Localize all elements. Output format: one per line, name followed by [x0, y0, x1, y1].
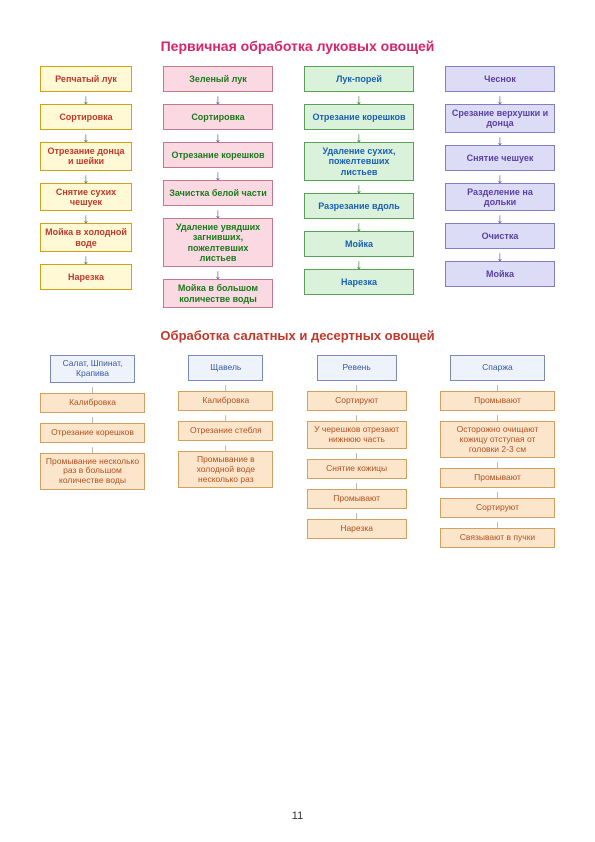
flow-header: Салат, Шпинат, Крапива [50, 355, 135, 383]
arrow-down-icon: ↓ [83, 130, 90, 142]
flow-node: Отрезание корешков [163, 142, 273, 168]
flow-node: Сортируют [307, 391, 407, 411]
flow-node: Лук-порей [304, 66, 414, 92]
arrow-down-icon: ↓ [83, 252, 90, 264]
flow-header: Ревень [317, 355, 397, 381]
flow-column: Чеснок↓Срезание верхушки и донца↓Снятие … [445, 66, 555, 287]
flow-node: Зачистка белой части [163, 180, 273, 206]
flow-node: Репчатый лук [40, 66, 132, 92]
flow-column: Салат, Шпинат, Крапива↓Калибровка↓Отреза… [40, 355, 145, 490]
arrow-down-icon: ↓ [222, 441, 229, 451]
flow-node: Удаление увядших загнивших, пожелтевших … [163, 218, 273, 267]
arrow-down-icon: ↓ [356, 92, 363, 104]
flow-node: Промывают [307, 489, 407, 509]
flow-node: Отрезание корешков [304, 104, 414, 130]
flow-column: Зеленый лук↓Сортировка↓Отрезание корешко… [163, 66, 273, 308]
section1-flow: Репчатый лук↓Сортировка↓Отрезание донца … [40, 66, 555, 308]
arrow-down-icon: ↓ [89, 383, 96, 393]
flow-column: Спаржа↓Промывают↓Осторожно очищают кожиц… [440, 355, 555, 548]
page-number: 11 [0, 810, 595, 822]
flow-node: Промывают [440, 391, 555, 411]
arrow-down-icon: ↓ [497, 249, 504, 261]
arrow-down-icon: ↓ [215, 206, 222, 218]
flow-column: Репчатый лук↓Сортировка↓Отрезание донца … [40, 66, 132, 290]
arrow-down-icon: ↓ [497, 211, 504, 223]
flow-node: Отрезание донца и шейки [40, 142, 132, 171]
flow-node: Зеленый лук [163, 66, 273, 92]
arrow-down-icon: ↓ [353, 509, 360, 519]
flow-node: Осторожно очищают кожицу отступая от гол… [440, 421, 555, 458]
arrow-down-icon: ↓ [494, 381, 501, 391]
flow-node: Промывание в холодной воде несколько раз [178, 451, 273, 488]
flow-node: Снятие чешуек [445, 145, 555, 171]
flow-node: Срезание верхушки и донца [445, 104, 555, 133]
flow-node: Разрезание вдоль [304, 193, 414, 219]
arrow-down-icon: ↓ [356, 219, 363, 231]
flow-node: Промывают [440, 468, 555, 488]
arrow-down-icon: ↓ [494, 488, 501, 498]
arrow-down-icon: ↓ [222, 411, 229, 421]
flow-node: Мойка в большом количестве воды [163, 279, 273, 308]
flow-node: Очистка [445, 223, 555, 249]
flow-node: Нарезка [304, 269, 414, 295]
flow-column: Ревень↓Сортируют↓У черешков отрезают ниж… [307, 355, 407, 539]
arrow-down-icon: ↓ [89, 443, 96, 453]
section1-title: Первичная обработка луковых овощей [40, 38, 555, 54]
arrow-down-icon: ↓ [215, 267, 222, 279]
flow-node: Нарезка [307, 519, 407, 539]
flow-node: Разделение на дольки [445, 183, 555, 212]
arrow-down-icon: ↓ [494, 458, 501, 468]
flow-column: Лук-порей↓Отрезание корешков↓Удаление су… [304, 66, 414, 295]
section2-flow: Салат, Шпинат, Крапива↓Калибровка↓Отреза… [40, 355, 555, 548]
arrow-down-icon: ↓ [497, 133, 504, 145]
arrow-down-icon: ↓ [353, 479, 360, 489]
arrow-down-icon: ↓ [222, 381, 229, 391]
flow-node: Чеснок [445, 66, 555, 92]
arrow-down-icon: ↓ [494, 518, 501, 528]
arrow-down-icon: ↓ [356, 130, 363, 142]
arrow-down-icon: ↓ [215, 130, 222, 142]
flow-node: Сортировка [40, 104, 132, 130]
flow-node: Мойка [445, 261, 555, 287]
flow-node: Нарезка [40, 264, 132, 290]
arrow-down-icon: ↓ [215, 92, 222, 104]
flow-node: Удаление сухих, пожелтевших листьев [304, 142, 414, 181]
flow-node: Промывание несколько раз в большом колич… [40, 453, 145, 490]
arrow-down-icon: ↓ [497, 92, 504, 104]
arrow-down-icon: ↓ [497, 171, 504, 183]
arrow-down-icon: ↓ [494, 411, 501, 421]
arrow-down-icon: ↓ [215, 168, 222, 180]
arrow-down-icon: ↓ [356, 257, 363, 269]
arrow-down-icon: ↓ [89, 413, 96, 423]
arrow-down-icon: ↓ [83, 171, 90, 183]
flow-header: Щавель [188, 355, 263, 381]
arrow-down-icon: ↓ [353, 381, 360, 391]
flow-node: Отрезание корешков [40, 423, 145, 443]
flow-node: У черешков отрезают нижнюю часть [307, 421, 407, 449]
flow-node: Сортируют [440, 498, 555, 518]
flow-header: Спаржа [450, 355, 545, 381]
flow-node: Сортировка [163, 104, 273, 130]
flow-node: Калибровка [178, 391, 273, 411]
arrow-down-icon: ↓ [353, 411, 360, 421]
flow-node: Снятие кожицы [307, 459, 407, 479]
arrow-down-icon: ↓ [83, 211, 90, 223]
flow-node: Снятие сухих чешуек [40, 183, 132, 212]
flow-node: Мойка [304, 231, 414, 257]
flow-node: Отрезание стебля [178, 421, 273, 441]
flow-node: Калибровка [40, 393, 145, 413]
flow-node: Мойка в холодной воде [40, 223, 132, 252]
arrow-down-icon: ↓ [356, 181, 363, 193]
flow-node: Связывают в пучки [440, 528, 555, 548]
arrow-down-icon: ↓ [353, 449, 360, 459]
flow-column: Щавель↓Калибровка↓Отрезание стебля↓Промы… [178, 355, 273, 488]
arrow-down-icon: ↓ [83, 92, 90, 104]
section2-title: Обработка салатных и десертных овощей [40, 328, 555, 343]
